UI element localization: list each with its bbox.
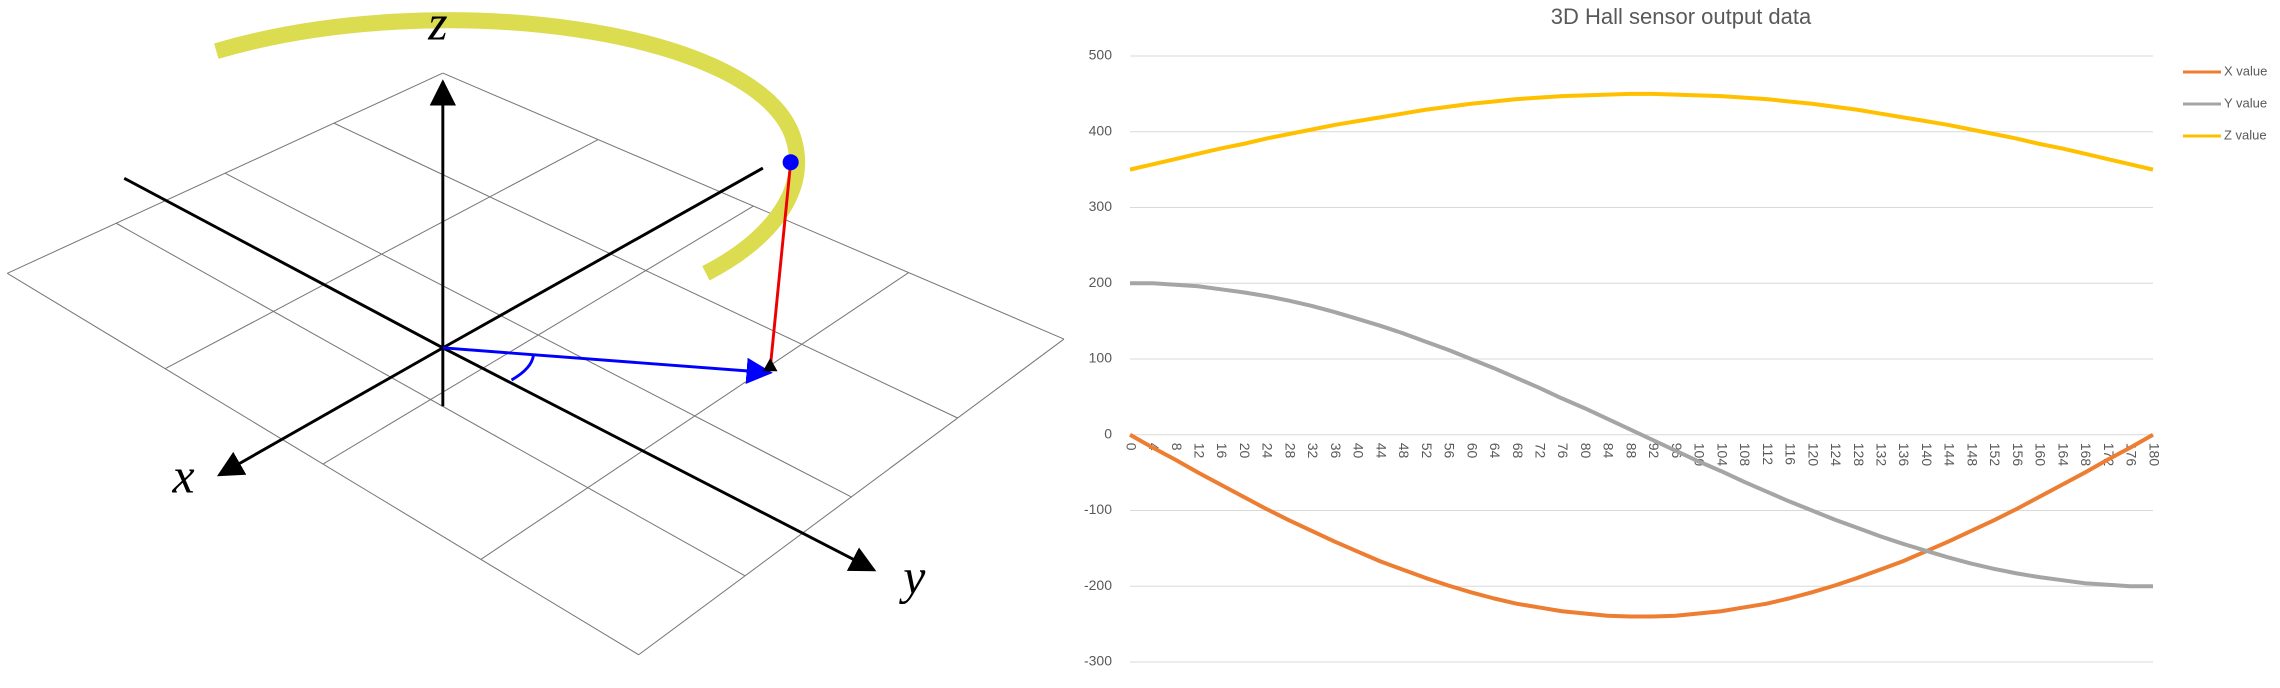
x-tick-label: 16 (1214, 443, 1230, 459)
grid-line-3d (442, 72, 1065, 340)
x-tick-label: 156 (2010, 443, 2026, 467)
x-tick-label: 48 (1396, 443, 1412, 459)
axis-label: z (427, 0, 447, 50)
grid-line-3d (333, 122, 958, 419)
x-tick-label: 72 (1532, 443, 1548, 459)
chart-title: 3D Hall sensor output data (1551, 4, 1812, 29)
magnet-point (782, 154, 799, 171)
x-tick-label: 0 (1123, 443, 1139, 451)
projection-vector (442, 346, 773, 385)
x-tick-label: 44 (1373, 443, 1389, 459)
x-tick-label: 112 (1760, 443, 1776, 466)
x-tick-label: 148 (1964, 443, 1980, 467)
x-tick-label: 84 (1601, 443, 1617, 459)
x-tick-label: 128 (1851, 443, 1867, 467)
y-tick-label: -200 (1084, 577, 1112, 593)
x-tick-label: 160 (2033, 443, 2049, 467)
chart: -300 -200 -100 0 100 200 300 400 500 0 4 8 12 16 20 24 2… (1084, 47, 2267, 669)
axis-label: x (171, 449, 194, 504)
y-tick-label: 100 (1089, 350, 1113, 366)
x-tick-label: 20 (1237, 443, 1253, 459)
y-tick-label: 500 (1089, 47, 1113, 63)
axis-label: y (898, 549, 926, 604)
y-tick-label: -100 (1084, 501, 1112, 517)
x-tick-label: 144 (1942, 443, 1958, 467)
x-tick-label: 136 (1896, 443, 1912, 467)
y-tick-label: -300 (1084, 653, 1112, 669)
x-tick-label: 88 (1623, 443, 1639, 459)
x-tick-label: 120 (1805, 443, 1821, 467)
x-tick-label: 92 (1646, 443, 1662, 459)
y-tick-label: 200 (1089, 274, 1113, 290)
x-tick-label: 56 (1442, 443, 1458, 459)
x-tick-label: 36 (1328, 443, 1344, 459)
x-tick-label: 28 (1282, 443, 1298, 459)
x-tick-label: 132 (1873, 443, 1889, 467)
drop-line (768, 162, 793, 369)
x-tick-label: 164 (2055, 443, 2071, 467)
line-series (1129, 433, 2154, 619)
x-tick-label: 64 (1487, 443, 1503, 459)
x-tick-label: 68 (1510, 443, 1526, 459)
x-tick-label: 104 (1714, 443, 1730, 467)
x-tick-label: 60 (1464, 443, 1480, 459)
grid-line-3d (480, 272, 909, 560)
line-series (1130, 281, 2153, 589)
x-tick-label: 76 (1555, 443, 1571, 459)
grid-line-3d (638, 338, 1065, 656)
x-axis (216, 346, 444, 477)
x-tick-label: 12 (1191, 443, 1207, 459)
axis-back (442, 166, 764, 350)
y-tick-label: 0 (1104, 425, 1112, 441)
x-tick-label: 80 (1578, 443, 1594, 459)
line-series (1129, 91, 2154, 172)
x-tick-label: 152 (1987, 443, 2003, 467)
legend-label: Y value (2224, 95, 2267, 110)
x-tick-label: 108 (1737, 443, 1753, 467)
y-axis (442, 346, 877, 572)
x-tick-label: 116 (1783, 443, 1799, 466)
point-marker (762, 358, 778, 372)
x-tick-label: 8 (1169, 443, 1185, 451)
legend-label: X value (2224, 63, 2267, 78)
angle-arc (510, 354, 535, 382)
ground-grid (7, 72, 1065, 656)
grid-line-3d (224, 172, 852, 498)
arc-band (214, 12, 806, 281)
y-tick-label: 300 (1089, 198, 1113, 214)
x-tick-label: 140 (1919, 443, 1935, 467)
x-tick-label: 124 (1828, 443, 1844, 467)
x-tick-label: 168 (2078, 443, 2094, 467)
diagram-3d: x y z (7, 0, 1065, 656)
x-tick-label: 52 (1419, 443, 1435, 459)
y-tick-label: 400 (1089, 122, 1113, 138)
axis-back (123, 177, 444, 350)
x-tick-label: 32 (1305, 443, 1321, 459)
x-tick-label: 180 (2146, 443, 2162, 467)
legend-label: Z value (2224, 127, 2267, 142)
x-tick-label: 24 (1260, 443, 1276, 459)
x-tick-label: 40 (1351, 443, 1367, 459)
